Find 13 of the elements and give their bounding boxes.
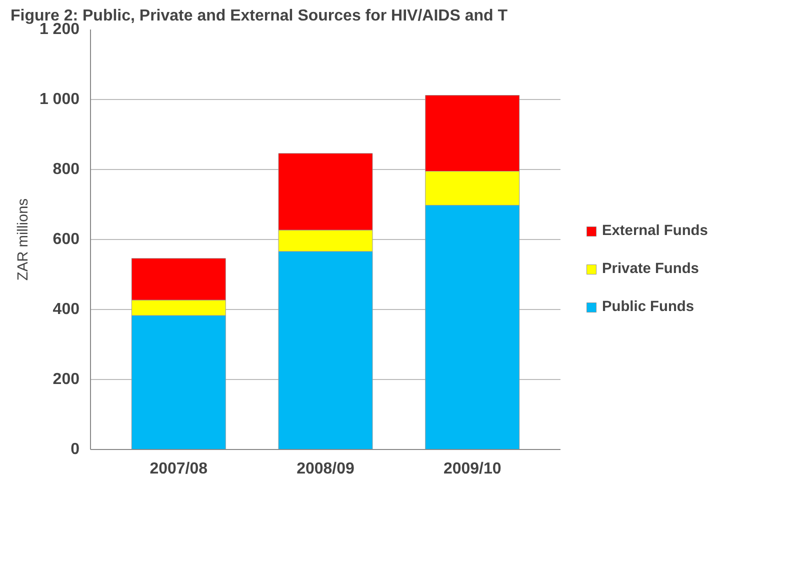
legend-label: Private Funds <box>602 261 699 277</box>
y-axis-title: ZAR millions <box>15 198 32 281</box>
x-tick-label: 2008/09 <box>296 460 355 478</box>
y-tick-label: 800 <box>52 161 80 178</box>
x-tick-label: 2009/10 <box>443 460 502 478</box>
x-tick-label: 2007/08 <box>150 460 208 478</box>
legend-label: Public Funds <box>602 299 694 315</box>
y-tick-label: 600 <box>52 231 80 248</box>
y-tick-label: 200 <box>52 371 80 388</box>
legend-label: External Funds <box>602 223 708 239</box>
y-tick-label: 0 <box>70 441 80 458</box>
y-tick-label: 400 <box>52 301 80 318</box>
y-tick-label: 1 000 <box>39 91 80 108</box>
